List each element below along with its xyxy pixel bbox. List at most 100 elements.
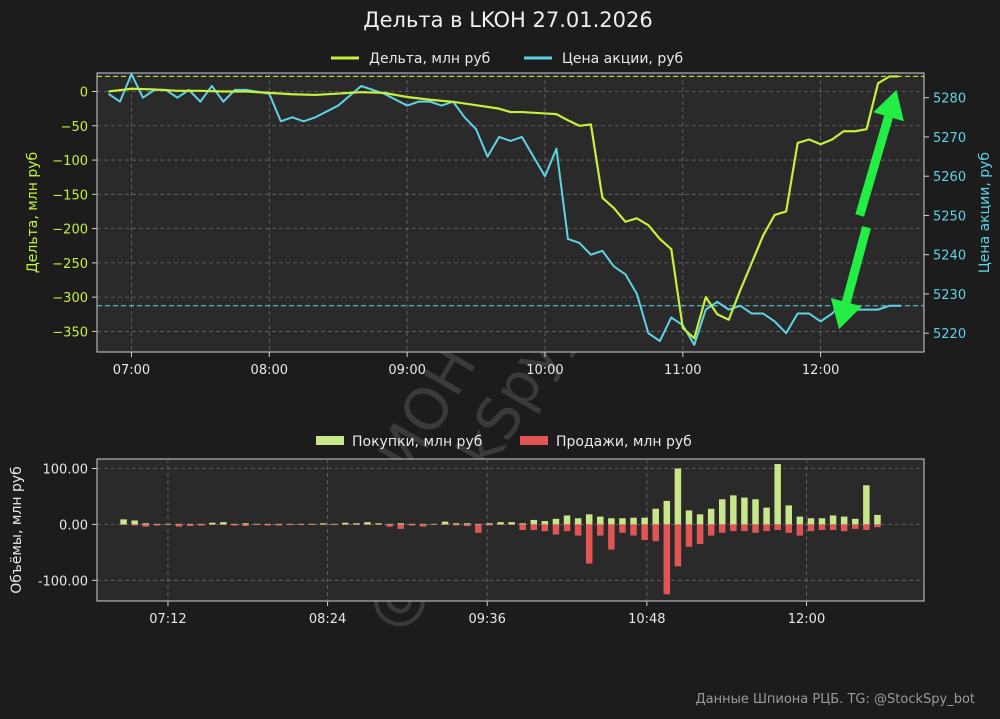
sell-bar bbox=[452, 524, 460, 526]
sell-bar bbox=[220, 524, 227, 525]
buy-bar bbox=[752, 499, 759, 525]
buy-bar bbox=[563, 515, 571, 525]
sell-bar bbox=[840, 524, 848, 532]
y-tick-label: −150 bbox=[52, 188, 88, 203]
footer-credit: Данные Шпиона РЦБ. TG: @StockSpy_bot bbox=[695, 692, 975, 707]
sell-bar bbox=[863, 524, 870, 530]
volume-chart: 07:12 08:24 09:36 10:48 12:00 100.00 0.00 -100.… bbox=[9, 434, 925, 627]
x-tick-label: 09:00 bbox=[388, 363, 425, 378]
sell-bar bbox=[874, 524, 881, 528]
volume-y-tick-label: -100.00 bbox=[38, 574, 88, 589]
sell-bar bbox=[619, 524, 626, 533]
buy-bar bbox=[818, 518, 826, 525]
sell-bar bbox=[641, 524, 648, 541]
y2-tick-label: 5260 bbox=[933, 170, 966, 185]
buy-bar bbox=[452, 523, 460, 525]
y2-tick-label: 5220 bbox=[933, 327, 966, 342]
y2-tick-label: 5250 bbox=[933, 209, 966, 224]
sell-bar bbox=[718, 524, 726, 533]
buy-bar bbox=[730, 495, 737, 525]
sell-bar bbox=[386, 524, 393, 527]
sell-bar bbox=[408, 524, 416, 526]
sell-bar bbox=[685, 524, 693, 547]
sell-bar bbox=[674, 524, 682, 567]
arrow-down-head bbox=[830, 298, 862, 330]
buy-bar bbox=[852, 518, 859, 525]
buy-bar bbox=[475, 523, 482, 525]
buy-bar bbox=[430, 523, 438, 525]
y-tick-label: −200 bbox=[52, 223, 88, 238]
volume-x-tick-label: 07:12 bbox=[149, 612, 186, 627]
sell-bar bbox=[286, 524, 294, 525]
volume-y-axis-label: Объёмы, млн руб bbox=[9, 466, 25, 594]
legend-sells-swatch bbox=[520, 436, 548, 445]
sell-bar bbox=[264, 524, 271, 526]
x-tick-label: 08:00 bbox=[251, 363, 288, 378]
sell-bar bbox=[297, 524, 305, 525]
buy-bar bbox=[264, 523, 271, 525]
buy-bar bbox=[508, 522, 515, 525]
buy-bar bbox=[619, 518, 626, 525]
volume-y-tick-label: 0.00 bbox=[59, 518, 88, 533]
sell-bar bbox=[464, 524, 471, 527]
buy-bar bbox=[342, 522, 349, 525]
buy-bar bbox=[707, 508, 715, 525]
buy-bar bbox=[242, 523, 249, 525]
legend-buys-swatch bbox=[316, 436, 344, 445]
sell-bar bbox=[730, 524, 737, 532]
buy-bar bbox=[286, 523, 294, 525]
buy-bar bbox=[153, 523, 161, 525]
buy-bar bbox=[774, 464, 781, 525]
buy-bar bbox=[486, 523, 493, 525]
y-tick-label: −100 bbox=[52, 154, 88, 169]
buy-bar bbox=[253, 523, 260, 525]
sell-bar bbox=[142, 524, 150, 527]
arrow-up-shaft bbox=[855, 115, 893, 217]
delta-line bbox=[108, 75, 899, 340]
volume-x-tick-label: 12:00 bbox=[788, 612, 825, 627]
buy-bar bbox=[574, 518, 582, 525]
sell-bar bbox=[242, 524, 249, 527]
buy-bar bbox=[231, 523, 238, 525]
x-tick-label: 07:00 bbox=[113, 363, 150, 378]
buy-bar bbox=[386, 523, 393, 525]
buy-bar bbox=[763, 507, 770, 525]
buy-bar bbox=[464, 523, 471, 525]
buy-bar bbox=[131, 520, 138, 525]
buy-bar bbox=[375, 523, 382, 525]
sell-bar bbox=[763, 524, 770, 532]
buy-bar bbox=[840, 516, 848, 525]
buy-bar bbox=[397, 523, 405, 525]
buy-bar bbox=[175, 523, 183, 525]
buy-bar bbox=[685, 510, 693, 525]
sell-bar bbox=[574, 524, 582, 536]
arrow-up-head bbox=[873, 89, 904, 122]
sell-bar bbox=[275, 524, 283, 526]
sell-bar bbox=[253, 524, 260, 525]
sell-bar bbox=[741, 524, 748, 532]
sell-bar bbox=[164, 524, 172, 525]
sell-bar bbox=[630, 524, 637, 536]
sell-bar bbox=[707, 524, 715, 536]
sell-bar bbox=[131, 524, 138, 526]
sell-bar bbox=[530, 524, 538, 530]
y2-tick-label: 5270 bbox=[933, 131, 966, 146]
sell-bar bbox=[475, 524, 482, 533]
sell-bar bbox=[785, 524, 793, 533]
y-tick-label: 0 bbox=[80, 86, 88, 101]
legend-buys-label: Покупки, млн руб bbox=[352, 434, 482, 450]
buy-bar bbox=[829, 515, 837, 525]
y2-tick-label: 5280 bbox=[933, 92, 966, 107]
legend-sells-label: Продажи, млн руб bbox=[556, 434, 692, 450]
sell-bar bbox=[608, 524, 615, 550]
sell-bar bbox=[197, 524, 205, 526]
buy-bar bbox=[863, 485, 870, 525]
buy-bar bbox=[142, 523, 150, 525]
sell-bar bbox=[519, 524, 526, 530]
buy-bar bbox=[630, 517, 637, 525]
sell-bar bbox=[319, 524, 327, 525]
buy-bar bbox=[209, 522, 216, 525]
buy-bar bbox=[441, 521, 449, 525]
sell-bar bbox=[585, 524, 593, 564]
buy-bar bbox=[164, 523, 172, 525]
